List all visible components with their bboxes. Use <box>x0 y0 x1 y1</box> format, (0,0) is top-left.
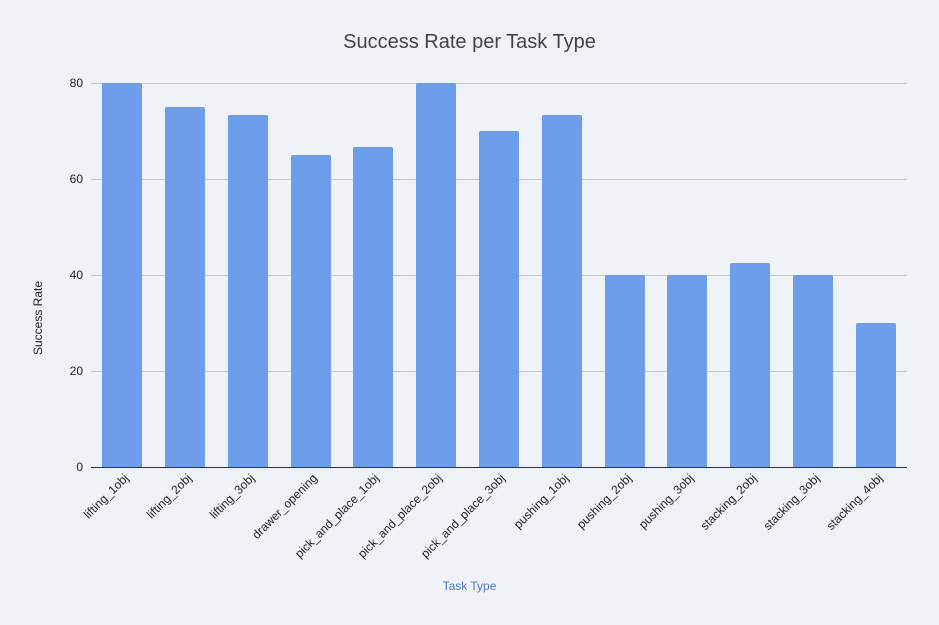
bar[interactable] <box>792 275 833 467</box>
gridline <box>91 83 907 84</box>
bar[interactable] <box>855 323 896 467</box>
y-tick-label: 60 <box>69 172 83 186</box>
y-tick-label: 80 <box>69 76 83 90</box>
bar[interactable] <box>227 115 268 467</box>
x-axis-line <box>91 467 907 468</box>
chart-title: Success Rate per Task Type <box>343 31 596 53</box>
bar[interactable] <box>165 107 206 467</box>
bar[interactable] <box>290 155 331 467</box>
y-axis-label: Success Rate <box>31 280 45 356</box>
bar[interactable] <box>479 131 519 467</box>
bar[interactable] <box>604 275 645 467</box>
bar[interactable] <box>102 83 143 467</box>
y-tick-label: 40 <box>69 268 83 282</box>
bar[interactable] <box>416 83 457 467</box>
bar[interactable] <box>541 115 582 467</box>
y-tick-label: 20 <box>69 364 83 378</box>
bar[interactable] <box>667 275 708 467</box>
bar[interactable] <box>353 146 394 467</box>
x-axis-label: Task Type <box>442 579 497 593</box>
bar[interactable] <box>730 263 771 467</box>
y-tick-label: 0 <box>76 460 83 474</box>
